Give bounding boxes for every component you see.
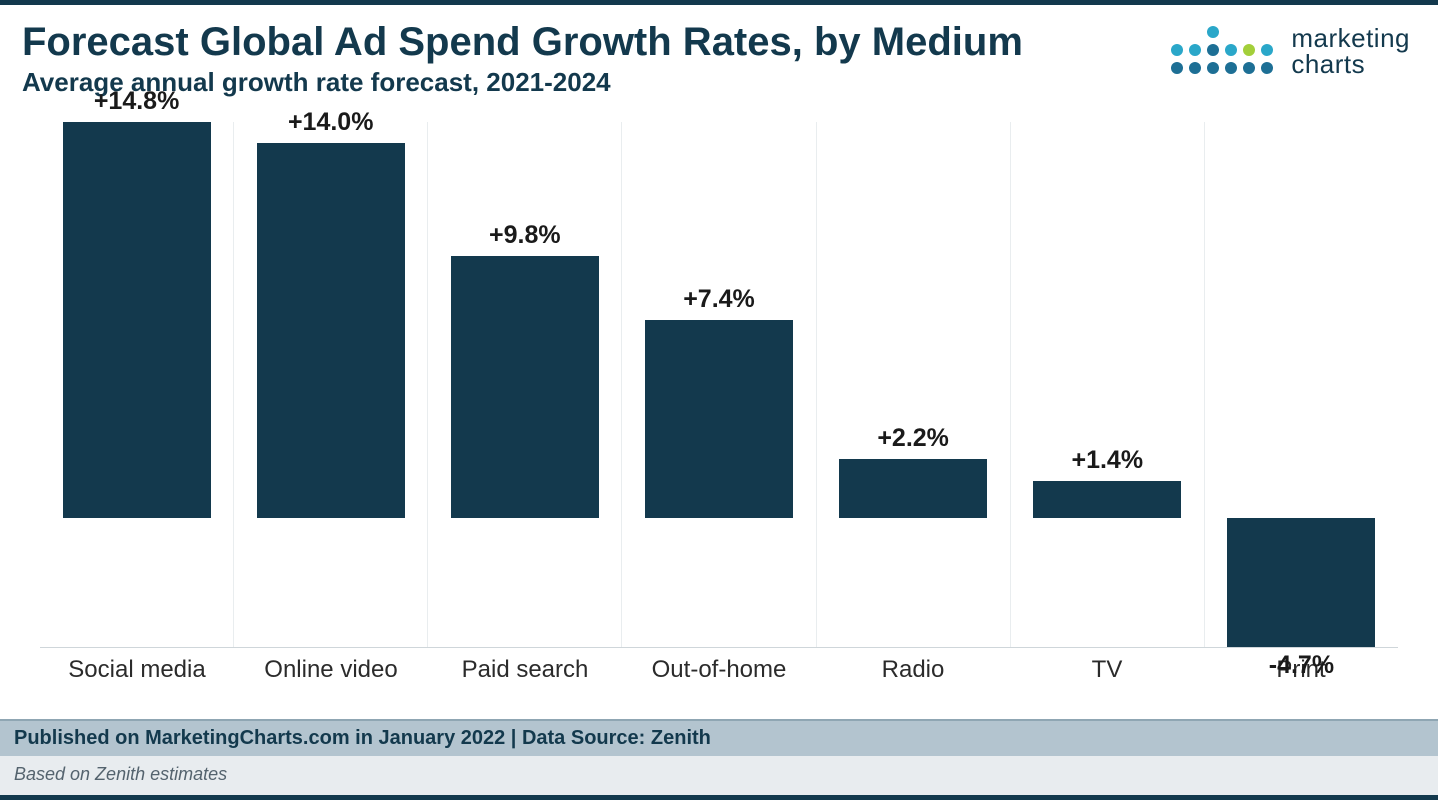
logo-dot bbox=[1171, 44, 1183, 56]
bar bbox=[1227, 518, 1375, 647]
bar bbox=[1033, 481, 1181, 518]
logo-text: marketing charts bbox=[1291, 25, 1410, 77]
logo-dots-icon bbox=[1171, 26, 1275, 76]
brand-logo: marketing charts bbox=[1171, 19, 1410, 77]
bar-value-label: +1.4% bbox=[1071, 446, 1143, 475]
bar-chart: +14.8%+14.0% +9.8% +7.4% +2.2% +1.4% -4.7% So… bbox=[40, 122, 1398, 715]
x-axis-label: Social media bbox=[40, 656, 234, 684]
logo-dot bbox=[1261, 44, 1273, 56]
chart-column: -4.7% bbox=[1204, 122, 1398, 647]
title-block: Forecast Global Ad Spend Growth Rates, b… bbox=[22, 19, 1171, 98]
logo-dot bbox=[1225, 44, 1237, 56]
x-axis-label: Online video bbox=[234, 656, 428, 684]
bar-value-label: +14.0% bbox=[288, 108, 374, 137]
chart-area: +14.8%+14.0%+9.8%+7.4%+2.2%+1.4%-4.7% So… bbox=[0, 104, 1438, 719]
logo-dot bbox=[1207, 62, 1219, 74]
bar bbox=[257, 143, 405, 518]
footer-source: Published on MarketingCharts.com in Janu… bbox=[0, 719, 1438, 756]
x-axis-label: TV bbox=[1010, 656, 1204, 684]
plot-region: +14.8%+14.0% +9.8% +7.4% +2.2% +1.4% -4.7% bbox=[40, 122, 1398, 647]
bar bbox=[839, 459, 987, 518]
bar bbox=[63, 122, 211, 518]
x-axis: Social mediaOnline videoPaid searchOut-o… bbox=[40, 647, 1398, 684]
bar bbox=[451, 256, 599, 518]
chart-column: +1.4% bbox=[1010, 122, 1204, 647]
bar-value-label: +14.8% bbox=[94, 87, 180, 116]
chart-column: +7.4% bbox=[621, 122, 815, 647]
logo-text-line1: marketing bbox=[1291, 25, 1410, 51]
logo-dot bbox=[1189, 62, 1201, 74]
logo-dot bbox=[1171, 62, 1183, 74]
chart-subtitle: Average annual growth rate forecast, 202… bbox=[22, 67, 1171, 98]
logo-dot bbox=[1261, 62, 1273, 74]
bar-value-label: +2.2% bbox=[877, 424, 949, 453]
x-axis-label: Out-of-home bbox=[622, 656, 816, 684]
x-axis-label: Radio bbox=[816, 656, 1010, 684]
chart-column: +14.0% bbox=[233, 122, 427, 647]
bar-value-label: +9.8% bbox=[489, 221, 561, 250]
logo-text-line2: charts bbox=[1291, 51, 1410, 77]
bar-value-label: +7.4% bbox=[683, 285, 755, 314]
bar bbox=[645, 320, 793, 518]
logo-dot bbox=[1207, 26, 1219, 38]
header: Forecast Global Ad Spend Growth Rates, b… bbox=[0, 5, 1438, 104]
chart-frame: Forecast Global Ad Spend Growth Rates, b… bbox=[0, 0, 1438, 800]
chart-column: +14.8% bbox=[40, 122, 233, 647]
logo-dot bbox=[1207, 44, 1219, 56]
chart-column: +9.8% bbox=[427, 122, 621, 647]
logo-dot bbox=[1225, 62, 1237, 74]
footer-note: Based on Zenith estimates bbox=[0, 756, 1438, 795]
x-axis-label: Paid search bbox=[428, 656, 622, 684]
chart-title: Forecast Global Ad Spend Growth Rates, b… bbox=[22, 19, 1171, 65]
bar-value-label: -4.7% bbox=[1269, 651, 1334, 680]
logo-dot bbox=[1189, 44, 1201, 56]
logo-dot bbox=[1243, 44, 1255, 56]
chart-column: +2.2% bbox=[816, 122, 1010, 647]
logo-dot bbox=[1243, 62, 1255, 74]
